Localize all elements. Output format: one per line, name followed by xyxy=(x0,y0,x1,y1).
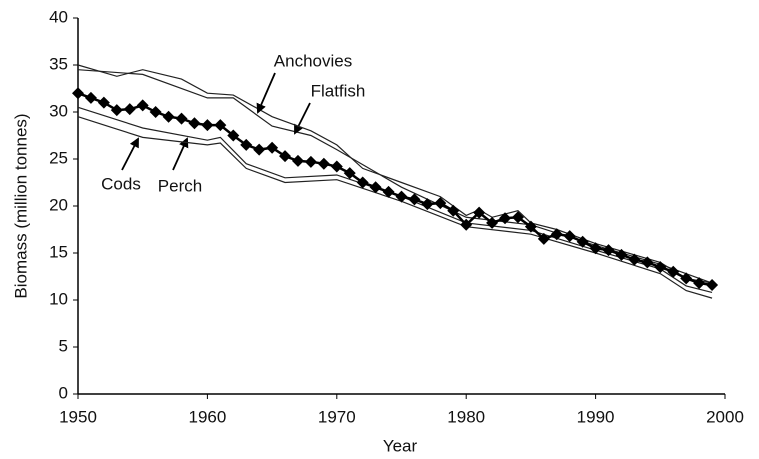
x-tick-label: 1980 xyxy=(447,407,485,426)
annotation-arrow xyxy=(294,102,311,135)
data-point xyxy=(162,110,175,123)
data-point xyxy=(136,99,149,112)
data-point xyxy=(615,248,628,261)
data-point xyxy=(279,150,292,163)
data-point xyxy=(511,211,524,224)
data-point xyxy=(460,218,473,231)
data-point xyxy=(524,220,537,233)
x-tick-label: 1960 xyxy=(188,407,226,426)
x-tick-label: 1990 xyxy=(577,407,615,426)
y-tick-label: 15 xyxy=(49,242,68,261)
y-tick-label: 40 xyxy=(49,7,68,26)
data-point xyxy=(563,230,576,243)
data-point xyxy=(291,154,304,167)
data-point xyxy=(706,278,719,291)
data-point xyxy=(227,129,240,142)
data-point xyxy=(473,206,486,219)
annotation-arrow xyxy=(256,72,276,114)
data-point xyxy=(693,277,706,290)
data-point xyxy=(266,141,279,154)
data-point xyxy=(667,265,680,278)
data-point xyxy=(421,198,434,211)
data-point xyxy=(576,235,589,248)
data-point xyxy=(641,256,654,269)
data-point xyxy=(201,119,214,132)
annotation-arrow xyxy=(121,137,139,171)
data-point xyxy=(72,87,84,100)
annotation: Flatfish xyxy=(311,81,366,100)
data-point xyxy=(499,212,512,225)
y-tick-label: 25 xyxy=(49,148,68,167)
data-point xyxy=(356,176,369,189)
data-point xyxy=(240,138,253,151)
data-point xyxy=(628,253,641,266)
data-point xyxy=(110,104,123,117)
annotation: Cods xyxy=(101,174,141,193)
data-point xyxy=(382,185,395,198)
annotation-arrow xyxy=(172,137,189,171)
x-tick-label: 1950 xyxy=(59,407,97,426)
data-point xyxy=(175,112,188,125)
data-point xyxy=(317,157,330,170)
series-line xyxy=(77,116,713,299)
y-tick-label: 35 xyxy=(49,54,68,73)
data-point xyxy=(123,103,136,116)
annotation: Perch xyxy=(158,176,202,195)
data-point xyxy=(589,242,602,255)
data-point xyxy=(253,143,266,156)
data-point xyxy=(486,216,499,229)
x-tick-label: 2000 xyxy=(706,407,744,426)
data-point xyxy=(550,228,563,241)
data-point xyxy=(149,106,162,118)
y-tick-label: 0 xyxy=(59,383,68,402)
data-point xyxy=(680,272,693,285)
y-tick-label: 10 xyxy=(49,289,68,308)
y-tick-label: 20 xyxy=(49,195,68,214)
series-line xyxy=(77,106,713,294)
y-tick-label: 5 xyxy=(59,336,68,355)
data-point xyxy=(330,160,343,173)
annotation: Anchovies xyxy=(274,51,352,70)
data-point xyxy=(434,197,447,210)
data-point xyxy=(654,261,667,274)
data-point xyxy=(97,96,110,109)
data-point xyxy=(447,204,460,217)
y-tick-label: 30 xyxy=(49,101,68,120)
data-point xyxy=(84,91,97,104)
series-line xyxy=(77,64,713,284)
data-point xyxy=(369,181,382,194)
data-point xyxy=(188,117,201,130)
data-point xyxy=(304,155,317,168)
data-point xyxy=(395,190,408,203)
x-axis-label: Year xyxy=(383,436,418,455)
data-point xyxy=(602,244,615,257)
data-point xyxy=(214,119,227,132)
x-tick-label: 1970 xyxy=(318,407,356,426)
data-point xyxy=(408,193,421,206)
data-point xyxy=(343,167,356,180)
data-point xyxy=(537,232,550,245)
y-axis-label: Biomass (million tonnes) xyxy=(11,113,30,298)
